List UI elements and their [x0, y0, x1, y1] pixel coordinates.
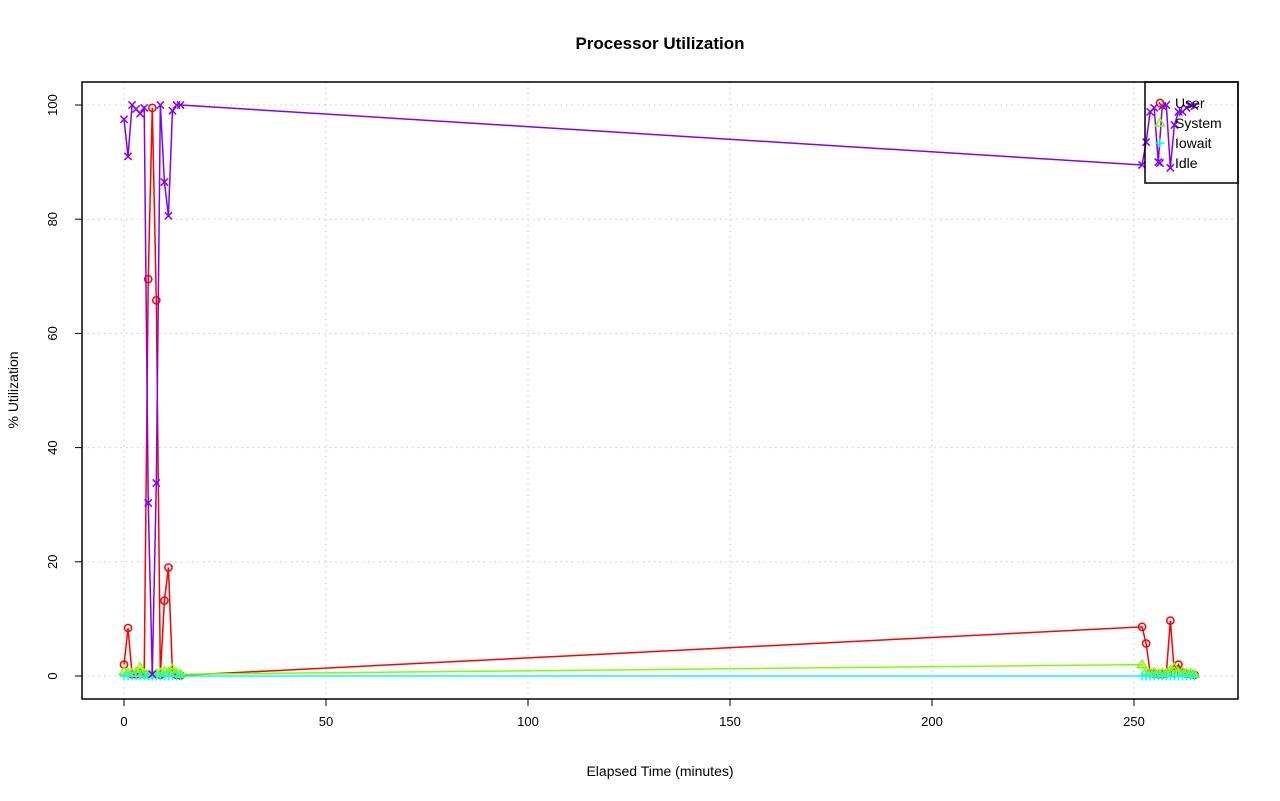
data-point-idle — [160, 177, 169, 187]
data-point-idle — [1190, 102, 1199, 111]
legend-label-idle: Idle — [1175, 155, 1198, 171]
data-point-idle — [1141, 137, 1151, 147]
x-tick-label: 0 — [120, 714, 127, 729]
y-tick-label: 100 — [45, 94, 60, 116]
y-tick-label: 0 — [45, 672, 60, 679]
data-point-user — [147, 103, 157, 113]
x-axis-label: Elapsed Time (minutes) — [586, 763, 733, 779]
data-point-idle — [1170, 120, 1179, 130]
data-point-user — [160, 596, 169, 605]
series-line-user — [123, 107, 1195, 677]
legend-label-system: System — [1175, 115, 1222, 131]
data-point-idle — [176, 100, 185, 110]
grid — [82, 82, 1238, 699]
series-user — [119, 103, 1199, 680]
data-point-user — [123, 623, 133, 633]
data-point-idle — [140, 103, 149, 112]
data-point-idle — [164, 211, 173, 220]
data-point-idle — [1166, 163, 1175, 172]
data-point-user — [1166, 616, 1175, 625]
legend-marker-user — [1155, 98, 1165, 108]
legend-label-user: User — [1175, 95, 1205, 111]
data-point-idle — [168, 106, 177, 115]
legend-marker-iowait — [1155, 138, 1165, 148]
data-point-iowait — [1190, 671, 1200, 681]
x-tick-label: 100 — [517, 714, 539, 729]
legend-label-iowait: Iowait — [1175, 135, 1212, 151]
data-point-system — [1168, 661, 1181, 672]
data-point-user — [1137, 622, 1147, 632]
x-tick-label: 200 — [921, 714, 943, 729]
y-tick-label: 80 — [45, 212, 60, 226]
series-idle — [119, 100, 1199, 679]
data-point-idle — [148, 670, 157, 679]
data-point-user — [164, 563, 173, 572]
data-point-idle — [156, 100, 165, 110]
axes: 0 50 100 150 200 250 0 20 40 60 80 100 — [45, 94, 1145, 729]
data-point-user — [143, 274, 153, 284]
data-point-idle — [136, 109, 145, 118]
chart-title: Processor Utilization — [575, 34, 744, 53]
data-point-idle — [119, 115, 129, 124]
series-layer — [118, 100, 1201, 681]
y-axis-label: % Utilization — [5, 351, 21, 428]
y-tick-label: 20 — [45, 555, 60, 569]
x-tick-label: 50 — [319, 714, 333, 729]
data-point-system — [1136, 658, 1148, 669]
legend-box — [1144, 81, 1239, 184]
series-line-idle — [123, 103, 1195, 675]
data-point-idle — [1182, 103, 1191, 112]
legend-marker-idle — [1155, 158, 1165, 168]
data-point-idle — [152, 478, 161, 488]
y-tick-label: 60 — [45, 326, 60, 340]
data-point-idle — [123, 152, 133, 161]
y-tick-label: 40 — [45, 440, 60, 454]
data-point-user — [1141, 639, 1151, 648]
legend: User System Iowait Idle — [1144, 81, 1239, 184]
x-tick-label: 250 — [1123, 714, 1145, 729]
data-point-system — [134, 661, 146, 672]
series-iowait — [119, 671, 1200, 681]
data-point-user — [151, 295, 161, 305]
x-tick-label: 150 — [719, 714, 741, 729]
data-point-iowait — [176, 671, 186, 681]
legend-marker-system — [1154, 117, 1166, 127]
data-point-idle — [144, 498, 153, 508]
plot-frame — [81, 81, 1239, 700]
